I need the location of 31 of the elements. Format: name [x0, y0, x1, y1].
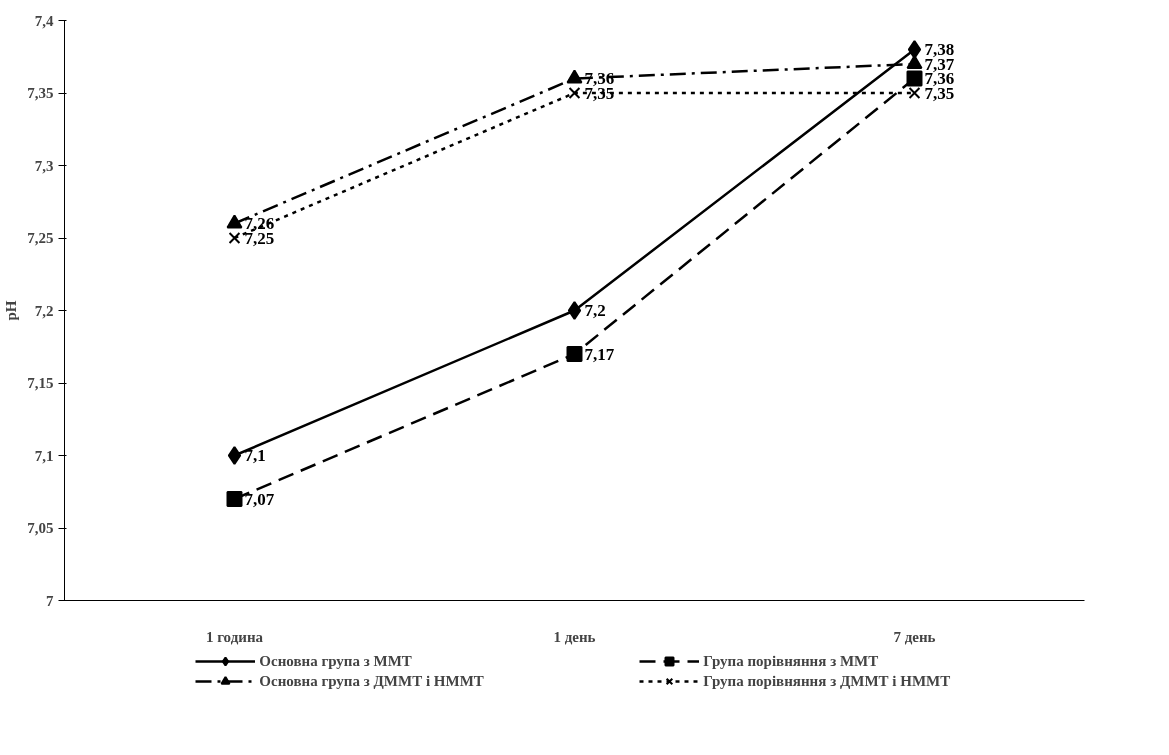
y-tick-label: 7,1	[34, 447, 54, 464]
point	[566, 346, 583, 362]
data-label: 7,2	[584, 301, 606, 320]
y-tick-label: 7,35	[27, 85, 54, 101]
point	[227, 446, 242, 465]
point	[567, 301, 582, 320]
y-tick-label: 7,3	[34, 157, 54, 174]
x-tick-label: 1 година	[205, 628, 264, 645]
point	[226, 214, 243, 229]
y-tick-label: 7,4	[34, 12, 54, 29]
point	[226, 491, 243, 507]
legend-label: Основна група з ММТ	[259, 652, 413, 670]
y-axis-title: pH	[3, 300, 20, 321]
point	[908, 87, 921, 99]
x-tick-label: 7 день	[893, 628, 936, 645]
point	[566, 69, 583, 84]
y-tick-label: 7	[46, 592, 54, 609]
point	[568, 87, 581, 99]
y-tick-label: 7,2	[34, 302, 54, 319]
point	[906, 70, 923, 87]
y-tick-label: 7,05	[27, 520, 54, 536]
y-tick-label: 7,15	[27, 375, 54, 391]
point	[228, 232, 241, 244]
y-tick-label: 7,25	[27, 230, 54, 246]
data-label: 7,07	[244, 489, 275, 509]
x-tick-label: 1 день	[553, 628, 596, 645]
legend-label: Основна група з ДММТ і НММТ	[259, 672, 485, 690]
legend-label: Група порівняння з ДММТ і НММТ	[703, 672, 952, 690]
data-label: 7,17	[584, 344, 615, 364]
point	[907, 40, 922, 59]
legend-label: Група порівняння з ММТ	[703, 652, 880, 670]
